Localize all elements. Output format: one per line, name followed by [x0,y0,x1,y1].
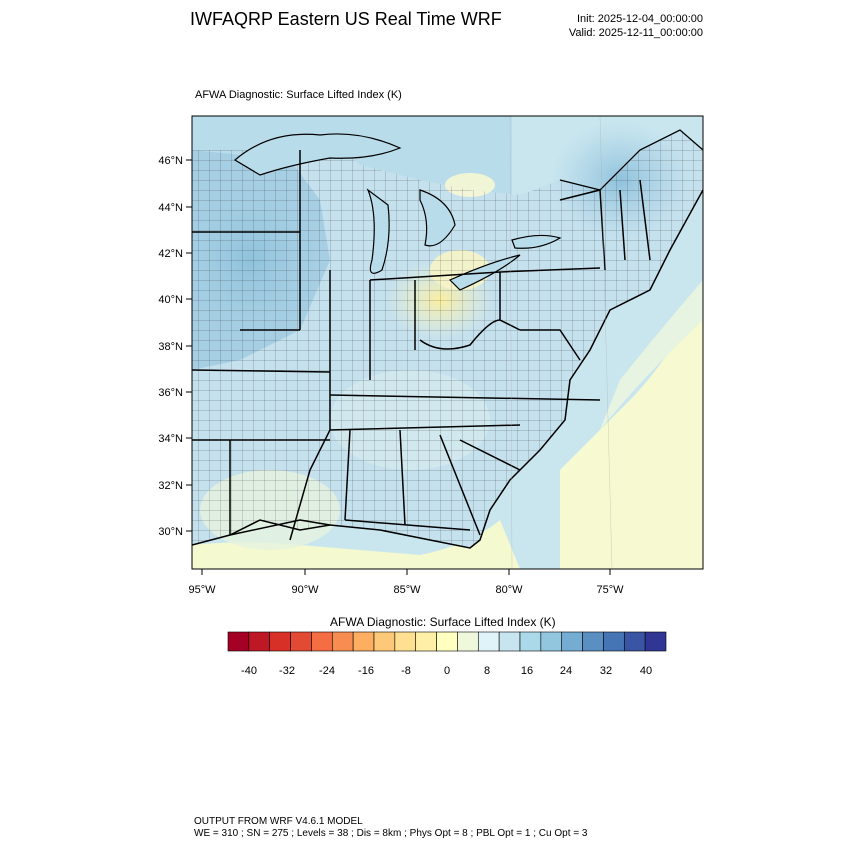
colorbar-swatch [290,631,312,652]
lon-label: 75°W [596,584,624,596]
colorbar [227,631,667,652]
colorbar-swatch [436,631,458,652]
lon-label: 85°W [393,584,421,596]
lat-label: 42°N [158,248,183,260]
latitude-ticks: 46°N 44°N 42°N 40°N 38°N 36°N 34°N 32°N 30°N [158,155,192,538]
colorbar-swatch [352,631,375,652]
gulf-of-mexico [192,520,520,569]
colorbar-swatch [603,631,625,652]
colorbar-tick-label: -8 [401,665,411,677]
colorbar-swatch [331,631,354,652]
lat-label: 40°N [158,294,183,306]
model-info-line1: OUTPUT FROM WRF V4.6.1 MODEL [194,816,363,827]
init-time: Init: 2025-12-04_00:00:00 [577,13,703,25]
colorbar-swatch [248,631,271,652]
coastline [192,189,703,549]
map-area [192,116,703,569]
colorbar-tick-label: 40 [640,665,652,677]
lat-label: 34°N [158,433,183,445]
colorbar-swatch [477,631,500,652]
colorbar-swatch [561,631,583,652]
lat-label: 32°N [158,480,183,492]
colorbar-swatch [394,631,417,652]
colorbar-tick-label: 8 [484,665,490,677]
colorbar-title: AFWA Diagnostic: Surface Lifted Index (K… [330,615,556,629]
map-frame [191,115,704,570]
colorbar-swatch [269,631,291,652]
lake-ontario [511,234,562,249]
colorbar-labels: -40 -32 -24 -16 -8 0 8 16 24 32 40 [241,665,652,677]
lat-label: 46°N [158,155,183,167]
lat-label: 36°N [158,387,183,399]
lake-michigan [366,188,390,274]
lat-label: 30°N [158,526,183,538]
colorbar-swatch [457,631,479,652]
lake-huron [419,189,456,247]
longitude-ticks: 95°W 90°W 85°W 80°W 75°W [188,569,624,596]
colorbar-swatch [227,631,250,652]
atlantic-south [560,300,703,569]
colorbar-swatch [311,631,333,652]
lake-superior [233,133,402,176]
lat-label: 38°N [158,341,183,353]
colorbar-tick-label: -16 [358,665,374,677]
colorbar-tick-label: 32 [600,665,612,677]
colorbar-tick-label: 0 [444,665,450,677]
main-title: IWFAQRP Eastern US Real Time WRF [190,9,502,29]
colorbar-swatch [582,631,604,652]
colorbar-swatch [498,631,521,652]
colorbar-swatch [644,631,667,652]
graticule [509,116,613,569]
colorbar-swatch [540,631,563,652]
colorbar-swatch [415,631,437,652]
valid-time: Valid: 2025-12-11_00:00:00 [568,27,703,39]
lon-label: 95°W [188,584,216,596]
colorbar-swatch [623,631,646,652]
colorbar-tick-label: -32 [279,665,295,677]
colorbar-tick-label: -40 [241,665,257,677]
colorbar-tick-label: 16 [521,665,533,677]
colorbar-tick-label: 24 [560,665,572,677]
lon-label: 90°W [291,584,319,596]
map-subtitle: AFWA Diagnostic: Surface Lifted Index (K… [195,89,402,101]
model-info-line2: WE = 310 ; SN = 275 ; Levels = 38 ; Dis … [194,828,588,839]
state-borders [192,150,651,541]
lat-label: 44°N [158,202,183,214]
colorbar-tick-label: -24 [319,665,335,677]
colorbar-swatch [373,631,396,652]
lon-label: 80°W [495,584,523,596]
colorbar-swatch [519,631,542,652]
